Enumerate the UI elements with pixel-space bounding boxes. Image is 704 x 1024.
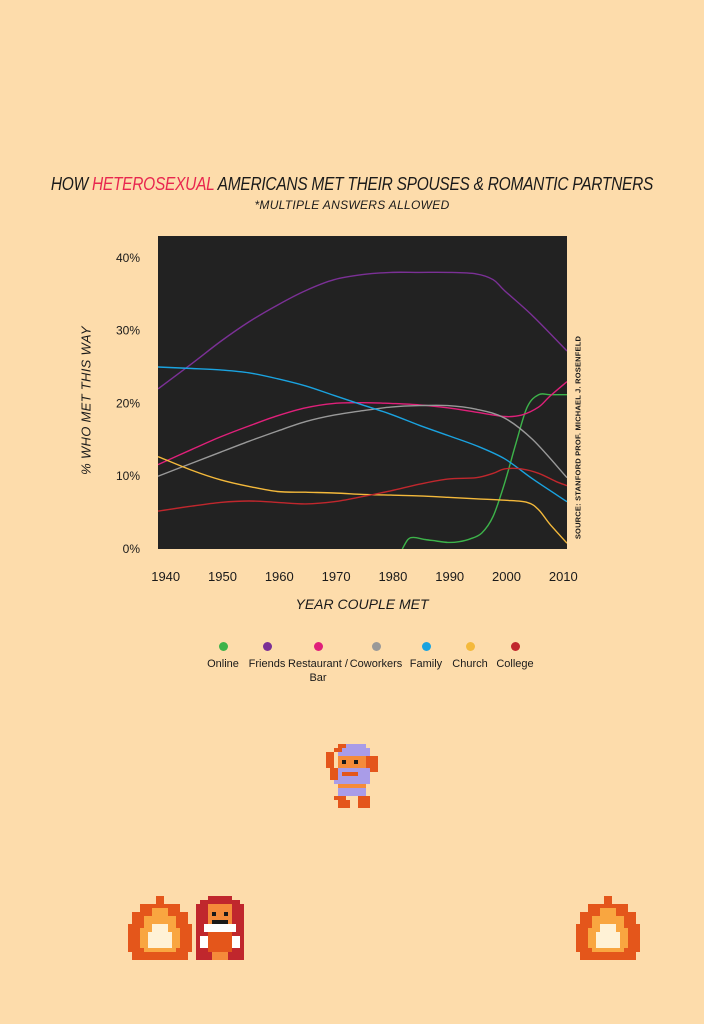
legend-label: Family [409,658,443,670]
series-line-coworkers [158,404,567,479]
series-line-family [158,366,567,503]
x-tick-label: 2010 [549,569,578,584]
legend-label: Coworkers [349,658,403,670]
line-chart: 0% 10% 20% 30% 40% 1940 1950 1960 1970 1980 1990 2… [116,236,578,584]
pixel-hero-icon [326,744,378,808]
legend-label: Church [452,658,488,670]
series-line-online [401,393,567,549]
y-axis-label: % WHO MET THIS WAY [78,326,94,475]
source-note: SOURCE: STANFORD PROF. MICHAEL J. ROSENF… [573,335,583,540]
x-axis-label: YEAR COUPLE MET [295,596,429,612]
title-prefix: HOW [50,174,92,194]
legend-dot [510,642,520,651]
chart-subtitle: *MULTIPLE ANSWERS ALLOWED [254,198,450,212]
title-suffix: AMERICANS MET THEIR SPOUSES & ROMANTIC P… [214,174,654,194]
series-lines [158,271,567,549]
legend-dot [465,642,475,651]
legend-item: Coworkers [344,641,408,671]
title-highlight: HETEROSEXUAL [91,174,215,194]
legend-label: Online [207,658,239,670]
legend-item: Restaurant / Bar [286,641,350,685]
x-tick-label: 1970 [322,569,351,584]
series-line-friends [158,271,567,390]
legend-item: Family [394,641,458,671]
legend-dot [262,642,272,651]
x-tick-label: 2000 [492,569,521,584]
legend-item: Friends [235,641,299,671]
x-tick-label: 1980 [378,569,407,584]
legend-dot [421,642,431,651]
legend-dot [371,642,381,651]
legend-item: Church [438,641,502,671]
y-tick-label: 40% [116,251,140,265]
series-line-restaurant-bar [158,381,567,466]
legend-item: Online [191,641,255,671]
x-tick-label: 1950 [208,569,237,584]
y-tick-label: 20% [116,396,140,410]
x-tick-label: 1990 [435,569,464,584]
pixel-fire-icon-left [128,896,192,960]
series-line-college [158,467,567,512]
pixel-old-man-icon [196,896,244,960]
y-axis: 0% 10% 20% 30% 40% [116,251,140,556]
y-tick-label: 0% [123,542,141,556]
x-axis: 1940 1950 1960 1970 1980 1990 2000 2010 [151,569,578,584]
legend-label: Friends [248,658,286,670]
pixel-fire-icon-right [576,896,640,960]
legend-label: College [496,658,534,670]
x-tick-label: 1940 [151,569,180,584]
legend-dot [218,642,228,651]
y-tick-label: 30% [116,324,140,338]
y-tick-label: 10% [116,469,140,483]
chart-title: HOW HETEROSEXUAL AMERICANS MET THEIR SPO… [49,174,654,195]
legend-item: College [483,641,547,671]
series-line-church [158,455,567,544]
legend-dot [313,642,323,651]
x-tick-label: 1960 [265,569,294,584]
legend-label: Restaurant / Bar [288,658,348,684]
